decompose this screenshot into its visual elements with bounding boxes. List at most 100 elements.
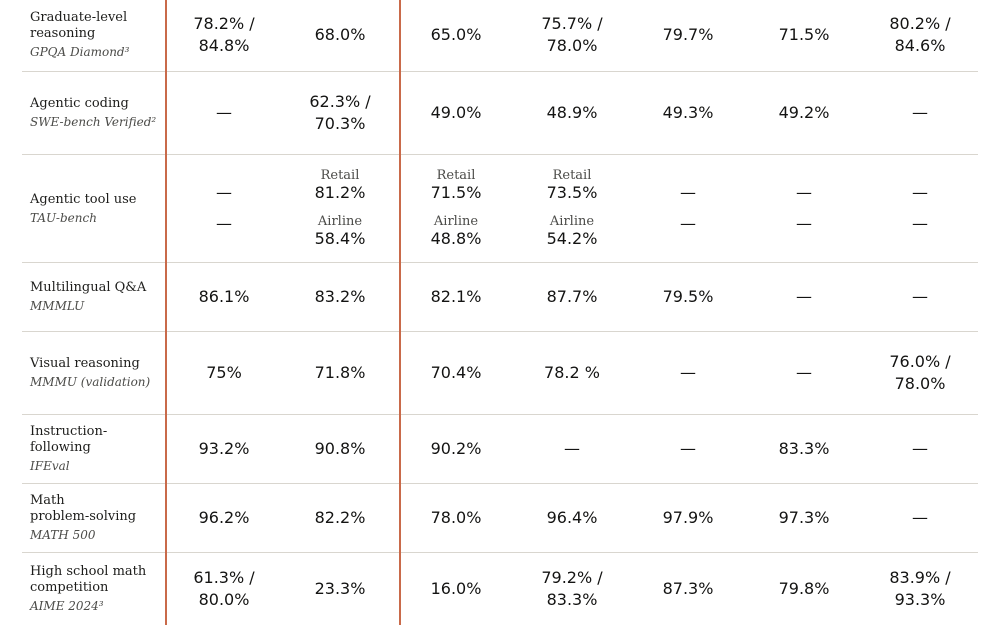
score-cell: 23.3% [282,553,398,625]
split-score: — [796,214,812,234]
score-value: 93.2% [198,439,250,458]
score-cell: 79.8% [746,553,862,625]
score-value: 78.2% / 84.8% [193,13,255,55]
benchmark-name: High school math competition [30,564,147,595]
score-cell: 79.5% [630,263,746,331]
score-cell: — [514,415,630,483]
score-value: 87.3% [662,579,714,598]
score-value: — [912,183,928,202]
score-cell: — [862,263,978,331]
split-score: Airline 54.2% [547,214,598,249]
score-value: — [912,439,928,458]
score-value: — [796,363,812,382]
score-cell: — — [862,155,978,262]
benchmark-label-cell: High school math competition AIME 2024³ [22,553,166,625]
score-cell: 49.3% [630,72,746,154]
score-value: 71.5% [778,24,830,44]
score-subcategory-label: Retail [552,168,592,183]
score-cell: — [630,415,746,483]
score-cell: 75.7% / 78.0% [514,0,630,71]
score-cell: 68.0% [282,0,398,71]
score-cell: 90.2% [398,415,514,483]
score-value: — [216,103,232,122]
score-cell: 83.9% / 93.3% [862,553,978,625]
score-value: — [680,214,696,233]
score-cell: — [862,72,978,154]
score-value: 58.4% [314,229,366,248]
score-cell: Retail 71.5% Airline 48.8% [398,155,514,262]
score-cell: — [630,332,746,414]
benchmark-name: Agentic coding [30,96,129,111]
table-row: Graduate-level reasoning GPQA Diamond³ 7… [22,0,978,72]
benchmark-comparison-table: Graduate-level reasoning GPQA Diamond³ 7… [22,0,978,625]
score-value: 68.0% [314,24,366,44]
score-value: 90.2% [430,439,482,458]
table-row: Agentic coding SWE-bench Verified² — 62.… [22,72,978,155]
benchmark-label-cell: Instruction- following IFEval [22,415,166,483]
score-cell: 61.3% / 80.0% [166,553,282,625]
score-cell: 87.3% [630,553,746,625]
table-row: High school math competition AIME 2024³ … [22,553,978,625]
split-score: — [796,183,812,203]
score-value: — [796,287,812,306]
score-value: 76.0% / 78.0% [889,352,951,393]
score-cell: 82.2% [282,484,398,552]
score-value: 81.2% [314,183,366,202]
split-score: Retail 81.2% [315,168,366,203]
score-cell: 83.2% [282,263,398,331]
benchmark-dataset: GPQA Diamond³ [30,44,130,59]
benchmark-dataset: MMMU (validation) [30,375,151,389]
score-cell: 78.2% / 84.8% [166,0,282,71]
score-value: — [912,508,928,527]
split-score: — [912,183,928,203]
score-cell: — — [166,155,282,262]
score-cell: Retail 73.5% Airline 54.2% [514,155,630,262]
benchmark-label-cell: Graduate-level reasoning GPQA Diamond³ [22,0,166,71]
benchmark-name: Graduate-level reasoning [30,9,128,41]
score-cell: Retail 81.2% Airline 58.4% [282,155,398,262]
score-value: — [796,214,812,233]
split-score: Retail 73.5% [547,168,598,203]
score-cell: 16.0% [398,553,514,625]
split-score-group: Retail 73.5% Airline 54.2% [514,155,630,262]
split-score: — [216,214,232,234]
benchmark-label-cell: Visual reasoning MMMU (validation) [22,332,166,414]
score-value: 78.0% [430,508,482,527]
score-cell: 49.0% [398,72,514,154]
score-value: 83.3% [778,439,830,458]
benchmark-name: Multilingual Q&A [30,280,147,295]
table-row: Math problem-solving MATH 500 96.2% 82.2… [22,484,978,553]
score-value: 75% [206,363,242,382]
score-value: 79.2% / 83.3% [541,568,603,609]
score-value: — [680,183,696,202]
score-cell: 71.5% [746,0,862,71]
score-value: 65.0% [430,24,482,44]
score-value: 54.2% [546,229,598,248]
highlight-column-left-border [165,0,167,625]
score-cell: 48.9% [514,72,630,154]
score-value: 78.2 % [544,363,600,382]
score-value: 48.8% [430,229,482,248]
table-row: Instruction- following IFEval 93.2% 90.8… [22,415,978,484]
score-value: 49.0% [430,103,482,122]
score-value: 82.1% [430,287,482,306]
score-cell: 96.2% [166,484,282,552]
score-value: 79.8% [778,579,830,598]
benchmark-dataset: MMMLU [30,299,85,313]
score-cell: 78.0% [398,484,514,552]
score-value: — [216,183,232,202]
score-value: 75.7% / 78.0% [541,13,603,55]
score-cell: — — [746,155,862,262]
score-value: 61.3% / 80.0% [193,568,255,609]
score-value: 70.4% [430,363,482,382]
score-cell: 90.8% [282,415,398,483]
benchmark-dataset: TAU-bench [30,210,97,225]
score-value: 96.2% [198,508,250,527]
benchmark-dataset: IFEval [30,459,70,473]
table-row: Multilingual Q&A MMMLU 86.1% 83.2% 82.1%… [22,263,978,332]
score-value: 49.3% [662,103,714,122]
score-cell: 97.9% [630,484,746,552]
table-row: Agentic tool use TAU-bench — — Retail 81… [22,155,978,263]
benchmark-name: Math problem-solving [30,493,137,524]
score-cell: 86.1% [166,263,282,331]
